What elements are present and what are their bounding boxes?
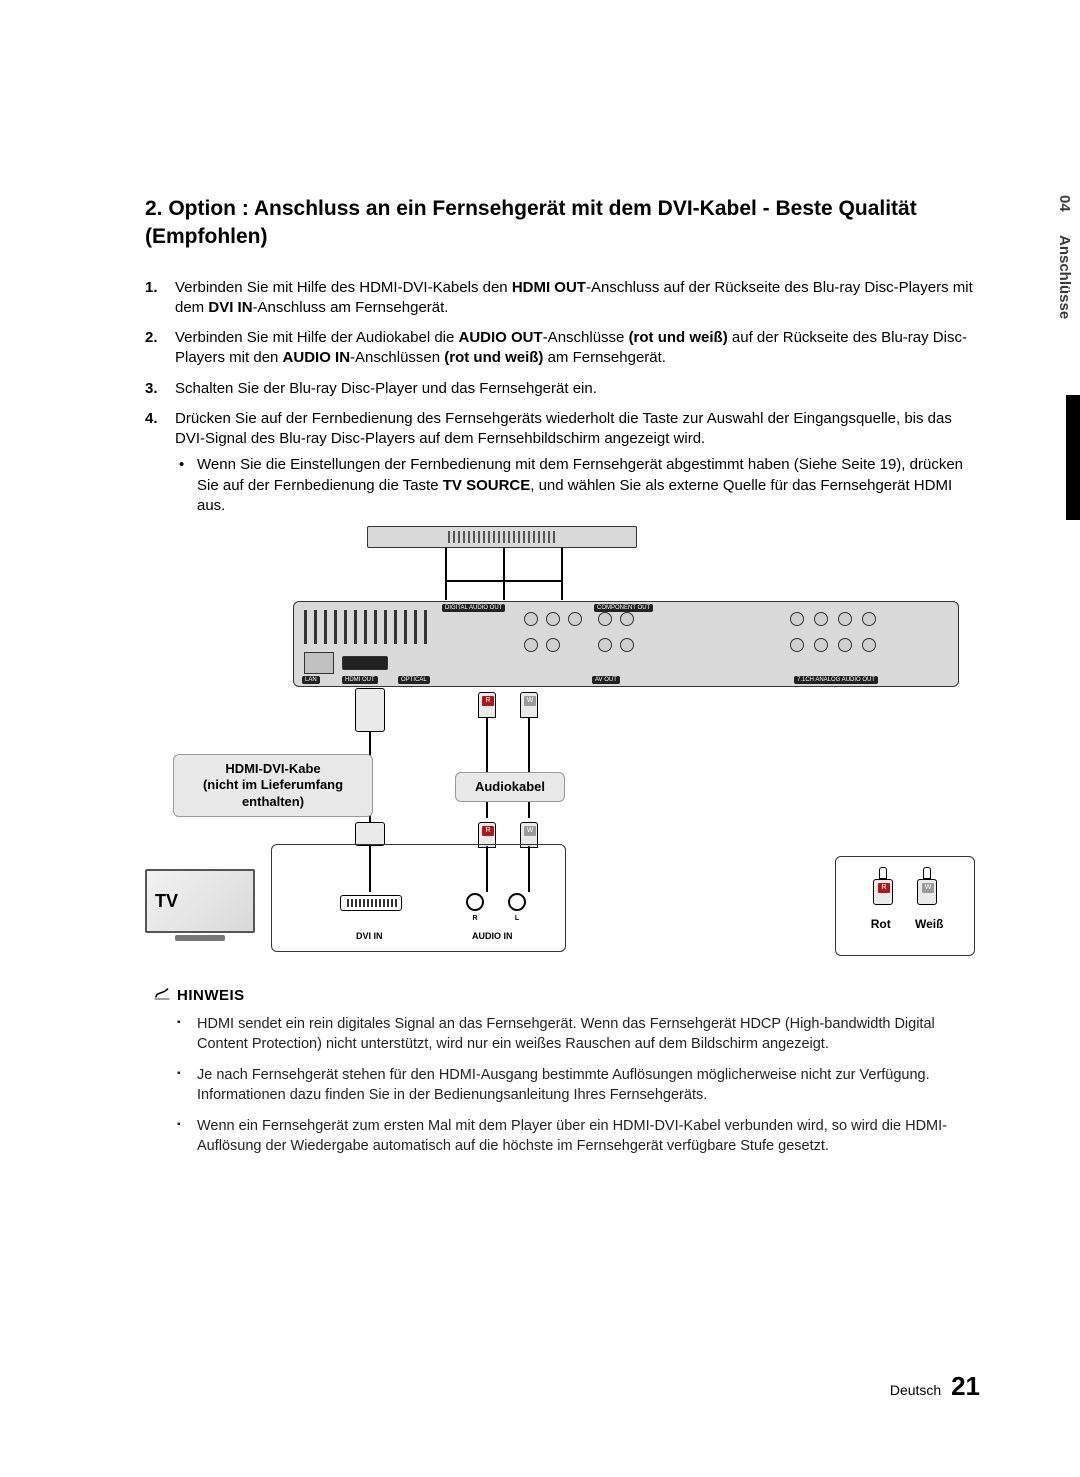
optical-label: OPTICAL [398,676,430,684]
legend-rot: Rot [859,917,903,931]
content-area: 2. Option : Anschluss an ein Fernsehgerä… [145,195,975,1169]
step-text: Verbinden Sie mit Hilfe der Audiokabel d… [175,329,967,366]
panel-jack [546,612,560,626]
player-back-panel: LAN HDMI OUT OPTICAL AV OUT DIGITAL AUDI… [293,601,959,687]
step-number: 1. [145,278,158,298]
step-subitem: Wenn Sie die Einstellungen der Fernbedie… [197,455,975,516]
label-line: enthalten) [184,794,362,810]
connection-diagram: LAN HDMI OUT OPTICAL AV OUT DIGITAL AUDI… [145,526,975,966]
tv-connection-panel: R L DVI IN AUDIO IN [271,844,566,952]
note-item: Je nach Fernsehgerät stehen für den HDMI… [197,1066,975,1105]
diagram-line [561,548,563,600]
note-item: Wenn ein Fernsehgerät zum ersten Mal mit… [197,1117,975,1156]
footer-page: 21 [951,1371,980,1401]
panel-jack [524,638,538,652]
diagram-line [445,580,561,582]
step-item: 2.Verbinden Sie mit Hilfe der Audiokabel… [175,328,975,369]
panel-jack [790,612,804,626]
step-number: 3. [145,379,158,399]
step-text: Schalten Sie der Blu-ray Disc-Player und… [175,380,597,397]
digital-audio-label: DIGITAL AUDIO OUT [442,604,505,612]
panel-jack [598,612,612,626]
label-line: (nicht im Lieferumfang [184,777,362,793]
panel-jack [620,638,634,652]
panel-jack [598,638,612,652]
diagram-line [486,718,488,818]
tv-top-ports [448,531,558,543]
l-circle-label: L [508,915,526,922]
panel-jack [814,612,828,626]
diagram-line [528,718,530,818]
step-number: 4. [145,409,158,429]
step-text: Verbinden Sie mit Hilfe des HDMI-DVI-Kab… [175,279,973,316]
note-item: HDMI sendet ein rein digitales Signal an… [197,1015,975,1054]
legend-plug-white: W [915,867,939,913]
panel-jack [814,638,828,652]
audio-in-label: AUDIO IN [472,931,513,941]
hdmi-dvi-cable-label: HDMI-DVI-Kabe (nicht im Lieferumfang ent… [173,754,373,817]
tv-stand [175,935,225,941]
audio-plug-r-top: R [478,692,496,718]
tv-icon: TV [145,869,255,941]
dvi-pins [347,899,397,907]
tv-top-edge [367,526,637,548]
audio-in-l [508,893,526,911]
lan-port [304,652,334,674]
hdmi-out-label: HDMI OUT [342,676,378,684]
panel-jack [862,638,876,652]
step-sublist: Wenn Sie die Einstellungen der Fernbedie… [175,455,975,516]
panel-jack [546,638,560,652]
panel-jack [620,612,634,626]
diagram-line [369,846,371,892]
panel-jack [568,612,582,626]
dvi-plug-bottom [355,822,385,846]
note-icon [153,984,171,1007]
panel-jack [790,638,804,652]
diagram-line [486,846,488,892]
lan-label: LAN [302,676,320,684]
diagram-line [528,846,530,892]
analog-label: 7.1CH ANALOG AUDIO OUT [794,676,878,684]
panel-jack [838,638,852,652]
avout-label: AV OUT [592,676,620,684]
panel-jack [838,612,852,626]
tv-text: TV [155,891,178,912]
audiokabel-label: Audiokabel [455,772,565,802]
hdmi-out-port [342,656,388,670]
diagram-line [503,548,505,600]
legend-plug-red: R [871,867,895,913]
component-label: COMPONENT OUT [594,604,653,612]
dvi-in-port [340,895,402,911]
color-legend: R W Rot Weiß [835,856,975,956]
page: 04 Anschlüsse 2. Option : Anschluss an e… [0,0,1080,1477]
legend-weiss: Weiß [907,917,951,931]
step-text: Drücken Sie auf der Fernbedienung des Fe… [175,410,952,447]
step-item: 3.Schalten Sie der Blu-ray Disc-Player u… [175,379,975,399]
hinweis-header: HINWEIS [153,984,975,1007]
hinweis-label: HINWEIS [177,987,245,1004]
chapter-number: 04 [1056,195,1073,212]
page-footer: Deutsch 21 [890,1371,980,1402]
chapter-label: Anschlüsse [1056,235,1073,319]
notes-list: HDMI sendet ein rein digitales Signal an… [145,1015,975,1156]
panel-vents [304,610,434,644]
edge-tab [1066,395,1080,520]
panel-jack [524,612,538,626]
audio-in-r [466,893,484,911]
panel-jack [862,612,876,626]
step-number: 2. [145,328,158,348]
step-item: 1.Verbinden Sie mit Hilfe des HDMI-DVI-K… [175,278,975,319]
dvi-in-label: DVI IN [356,931,383,941]
diagram-line [445,548,447,600]
side-tab: 04 Anschlüsse [1046,195,1080,425]
footer-lang: Deutsch [890,1382,941,1398]
steps-list: 1. Verbinden Sie mit Hilfe des HDMI-DVI-K… [145,278,975,517]
hdmi-plug-top [355,688,385,732]
label-line: HDMI-DVI-Kabe [184,761,362,777]
step-item: 4.Drücken Sie auf der Fernbedienung des … [175,409,975,516]
r-circle-label: R [466,915,484,922]
section-heading: 2. Option : Anschluss an ein Fernsehgerä… [145,195,975,252]
audio-plug-w-top: W [520,692,538,718]
